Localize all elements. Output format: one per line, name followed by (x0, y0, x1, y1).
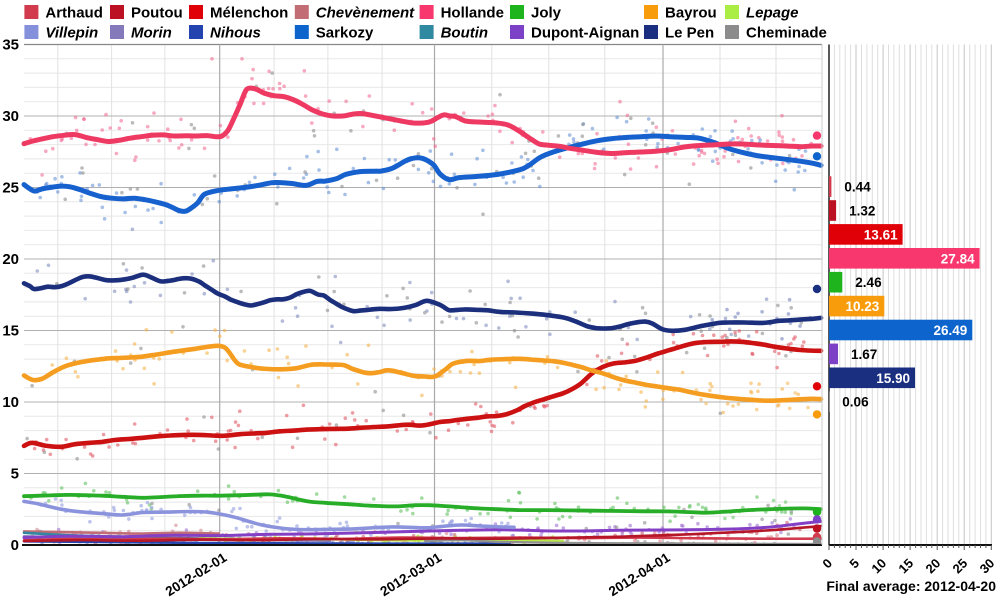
svg-text:Poutou: Poutou (131, 5, 183, 22)
svg-text:13.61: 13.61 (864, 227, 898, 242)
svg-text:26.49: 26.49 (934, 323, 968, 338)
svg-text:Mélenchon: Mélenchon (210, 5, 288, 22)
svg-text:Morin: Morin (131, 25, 172, 42)
svg-text:2.46: 2.46 (855, 275, 882, 290)
svg-text:1.32: 1.32 (849, 204, 875, 219)
svg-text:1.67: 1.67 (851, 347, 877, 362)
svg-text:Arthaud: Arthaud (45, 5, 103, 22)
svg-text:0.06: 0.06 (842, 395, 869, 410)
svg-text:10.23: 10.23 (846, 299, 880, 314)
svg-text:0.44: 0.44 (844, 180, 871, 195)
svg-text:Final average: 2012-04-20: Final average: 2012-04-20 (826, 578, 996, 594)
svg-text:10: 10 (2, 394, 19, 411)
svg-text:20: 20 (2, 251, 19, 268)
svg-text:27.84: 27.84 (941, 251, 975, 266)
svg-text:25: 25 (2, 180, 19, 197)
svg-text:Joly: Joly (531, 5, 562, 22)
svg-text:Dupont-Aignan: Dupont-Aignan (531, 25, 639, 42)
svg-text:15: 15 (2, 323, 19, 340)
svg-text:35: 35 (2, 37, 19, 54)
svg-text:30: 30 (2, 108, 19, 125)
svg-text:Le Pen: Le Pen (665, 25, 714, 42)
svg-text:Cheminade: Cheminade (746, 25, 827, 42)
svg-text:Lepage: Lepage (746, 5, 799, 22)
svg-text:Villepin: Villepin (45, 25, 98, 42)
svg-text:Nihous: Nihous (210, 25, 261, 42)
svg-text:15.90: 15.90 (876, 371, 910, 386)
svg-text:Boutin: Boutin (441, 25, 488, 42)
svg-text:0: 0 (11, 537, 19, 554)
svg-text:5: 5 (11, 466, 19, 483)
svg-text:Hollande: Hollande (441, 5, 504, 22)
svg-text:Bayrou: Bayrou (665, 5, 717, 22)
svg-text:Chevènement: Chevènement (316, 5, 415, 22)
svg-text:Sarkozy: Sarkozy (316, 25, 374, 42)
